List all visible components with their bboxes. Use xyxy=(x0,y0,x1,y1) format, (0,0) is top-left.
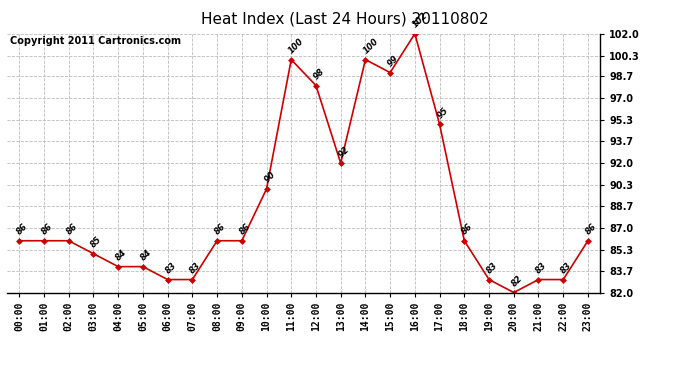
Text: 86: 86 xyxy=(460,222,475,237)
Text: 98: 98 xyxy=(312,67,326,81)
Text: 102: 102 xyxy=(411,11,429,30)
Text: 86: 86 xyxy=(213,222,228,237)
Text: 86: 86 xyxy=(237,222,253,237)
Text: 86: 86 xyxy=(15,222,30,237)
Text: 100: 100 xyxy=(362,37,380,56)
Text: 90: 90 xyxy=(262,170,277,185)
Text: 86: 86 xyxy=(40,222,55,237)
Text: 85: 85 xyxy=(89,235,104,249)
Text: 83: 83 xyxy=(534,261,549,275)
Text: Copyright 2011 Cartronics.com: Copyright 2011 Cartronics.com xyxy=(10,36,181,46)
Text: Heat Index (Last 24 Hours) 20110802: Heat Index (Last 24 Hours) 20110802 xyxy=(201,11,489,26)
Text: 83: 83 xyxy=(559,261,573,275)
Text: 100: 100 xyxy=(287,37,306,56)
Text: 84: 84 xyxy=(114,248,128,262)
Text: 82: 82 xyxy=(510,274,524,288)
Text: 95: 95 xyxy=(435,105,450,120)
Text: 99: 99 xyxy=(386,54,401,68)
Text: 83: 83 xyxy=(188,261,203,275)
Text: 83: 83 xyxy=(164,261,178,275)
Text: 92: 92 xyxy=(337,144,351,159)
Text: 86: 86 xyxy=(65,222,79,237)
Text: 83: 83 xyxy=(485,261,500,275)
Text: 86: 86 xyxy=(584,222,598,237)
Text: 84: 84 xyxy=(139,248,153,262)
